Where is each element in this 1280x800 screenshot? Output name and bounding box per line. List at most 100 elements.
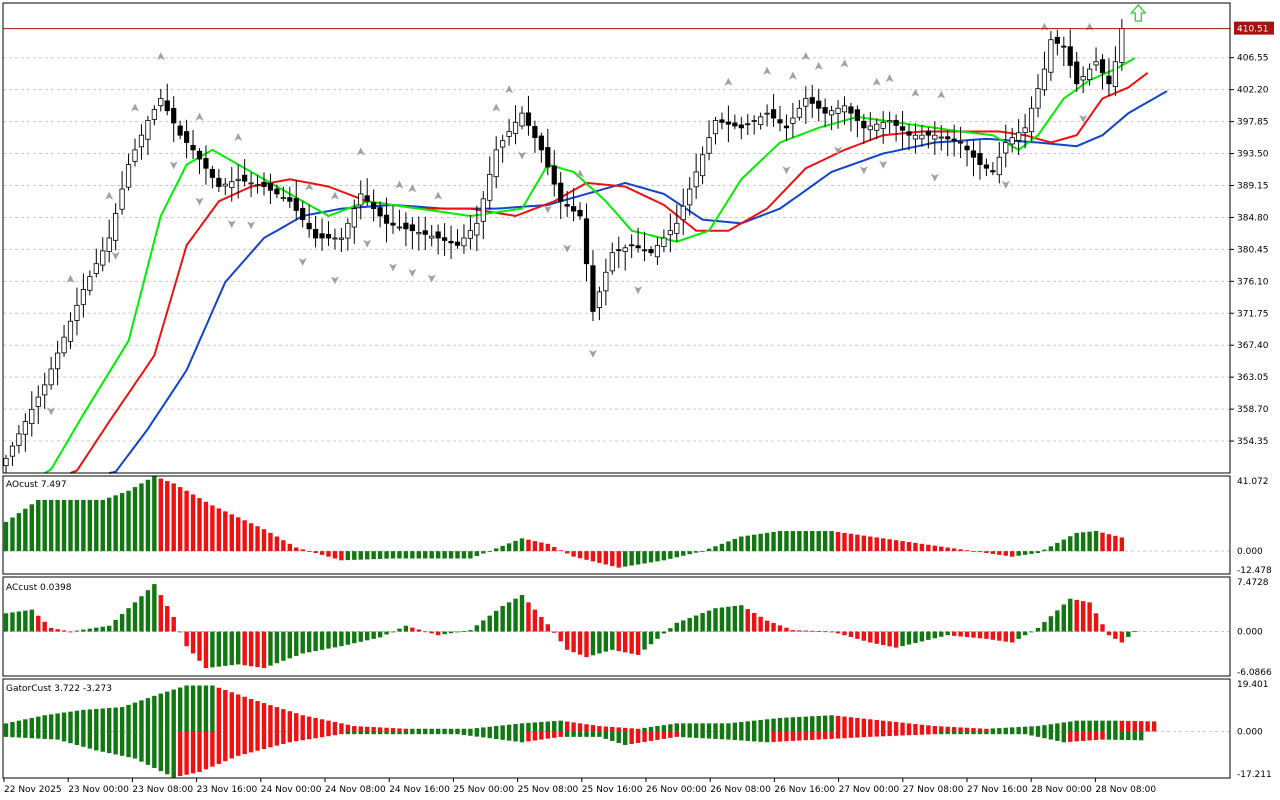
histogram-bar-up: [1074, 532, 1079, 552]
candle-bullish: [48, 368, 54, 386]
candle-bullish: [222, 183, 228, 187]
candle-bullish: [248, 182, 254, 185]
gator-upper-bar: [358, 726, 363, 732]
gator-lower-bar: [771, 731, 776, 742]
histogram-bar-up: [461, 551, 467, 559]
gator-upper-bar: [868, 719, 873, 732]
histogram-bar-down: [822, 631, 828, 633]
gator-lower-bar: [377, 731, 383, 735]
histogram-bar-up: [648, 631, 654, 645]
gator-upper-bar: [752, 720, 757, 732]
histogram-bar-up: [481, 620, 486, 632]
candle-bullish: [416, 232, 422, 235]
price-pane[interactable]: 406.55 402.20 397.85 393.50 389.15 384.80 380.…: [3, 4, 1274, 474]
gator-upper-bar: [319, 719, 325, 732]
fractal-up-icon: [576, 169, 585, 178]
histogram-bar-down: [545, 624, 550, 632]
candle-bullish: [506, 131, 512, 137]
histogram-bar-up: [152, 584, 157, 632]
candle-bullish: [706, 137, 712, 154]
candle-bearish: [635, 245, 641, 249]
gator-lower-bar: [861, 731, 867, 738]
time-tick-label: 23 Nov 08:00: [132, 785, 193, 795]
histogram-bar-down: [1093, 613, 1099, 632]
fractal-down-icon: [782, 166, 791, 175]
histogram-bar-down: [603, 551, 609, 565]
gator-lower-bar: [752, 731, 757, 742]
histogram-bar-up: [739, 605, 744, 632]
gator-upper-bar: [822, 715, 828, 732]
histogram-bar-up: [474, 551, 480, 556]
histogram-bar-up: [410, 551, 415, 559]
time-tick-label: 28 Nov 08:00: [1095, 785, 1156, 795]
histogram-bar-down: [913, 542, 918, 552]
histogram-bar-up: [681, 620, 686, 632]
candle-bearish: [977, 153, 983, 165]
gator-lower-bar: [797, 731, 802, 741]
gator-pane[interactable]: 19.401 0.000 -17.211 GatorCust 3.722 -3.27…: [3, 680, 1272, 780]
candle-bearish: [1054, 36, 1060, 44]
candle-bullish: [254, 184, 261, 187]
candle-bullish: [829, 110, 835, 116]
gator-lower-bar: [887, 731, 892, 737]
histogram-bar-down: [977, 631, 983, 639]
gator-lower-bar: [294, 731, 299, 742]
gator-upper-bar: [461, 728, 467, 732]
gator-upper-bar: [1100, 720, 1105, 732]
time-tick-label: 25 Nov 00:00: [453, 785, 514, 795]
histogram-bar-up: [74, 630, 80, 632]
gator-lower-bar: [100, 731, 105, 752]
histogram-bar-down: [339, 551, 344, 561]
fractal-down-icon: [169, 161, 178, 170]
histogram-bar-up: [655, 631, 660, 639]
gator-lower-bar: [190, 731, 196, 774]
histogram-bar-up: [494, 548, 499, 552]
gator-upper-bar: [584, 724, 589, 732]
histogram-bar-up: [726, 606, 731, 632]
ao-pane[interactable]: 41.072 0.000 -12.478 AOcust 7.497: [3, 476, 1272, 576]
histogram-bar-down: [919, 543, 925, 552]
gator-lower-bar: [442, 731, 447, 735]
gator-lower-bar: [552, 731, 557, 738]
gator-upper-bar: [203, 685, 209, 732]
gator-lower-bar: [584, 731, 589, 737]
gator-lower-bar: [732, 731, 738, 741]
gator-upper-bar: [732, 722, 738, 732]
histogram-bar-up: [500, 545, 505, 552]
histogram-bar-up: [29, 609, 34, 632]
histogram-bar-down: [171, 616, 176, 632]
histogram-bar-down: [584, 551, 589, 560]
histogram-bar-up: [94, 627, 99, 632]
candle-bearish: [616, 249, 622, 252]
gator-upper-bar: [42, 715, 47, 732]
ac-pane[interactable]: 7.4728 0.000 -6.0866 ACcust 0.0398: [3, 578, 1272, 678]
gator-upper-bar: [771, 718, 776, 732]
candle-bearish: [183, 131, 190, 143]
candle-bullish: [796, 107, 802, 118]
candle-bullish: [912, 134, 919, 140]
pane-border: [2, 678, 1231, 779]
gator-upper-bar: [494, 726, 499, 732]
histogram-bar-down: [777, 625, 783, 632]
histogram-bar-down: [971, 551, 976, 552]
gator-lower-bar: [81, 731, 86, 747]
candle-bearish: [403, 222, 409, 230]
histogram-bar-down: [248, 631, 254, 667]
gator-upper-bar: [487, 726, 492, 732]
histogram-bar-down: [855, 534, 860, 552]
gator-lower-bar: [629, 731, 634, 744]
histogram-bar-up: [487, 550, 492, 552]
histogram-bar-up: [810, 531, 815, 552]
histogram-bar-up: [371, 551, 376, 560]
gator-lower-bar: [487, 731, 492, 739]
histogram-bar-down: [184, 490, 189, 552]
histogram-bar-up: [87, 499, 93, 552]
histogram-bar-down: [784, 627, 789, 632]
gator-upper-bar: [661, 725, 667, 732]
gator-upper-bar: [719, 723, 725, 732]
histogram-bar-up: [339, 631, 344, 647]
histogram-bar-up: [126, 608, 131, 632]
gator-lower-bar: [506, 731, 512, 741]
gator-tick-label: -17.211: [1237, 770, 1272, 780]
